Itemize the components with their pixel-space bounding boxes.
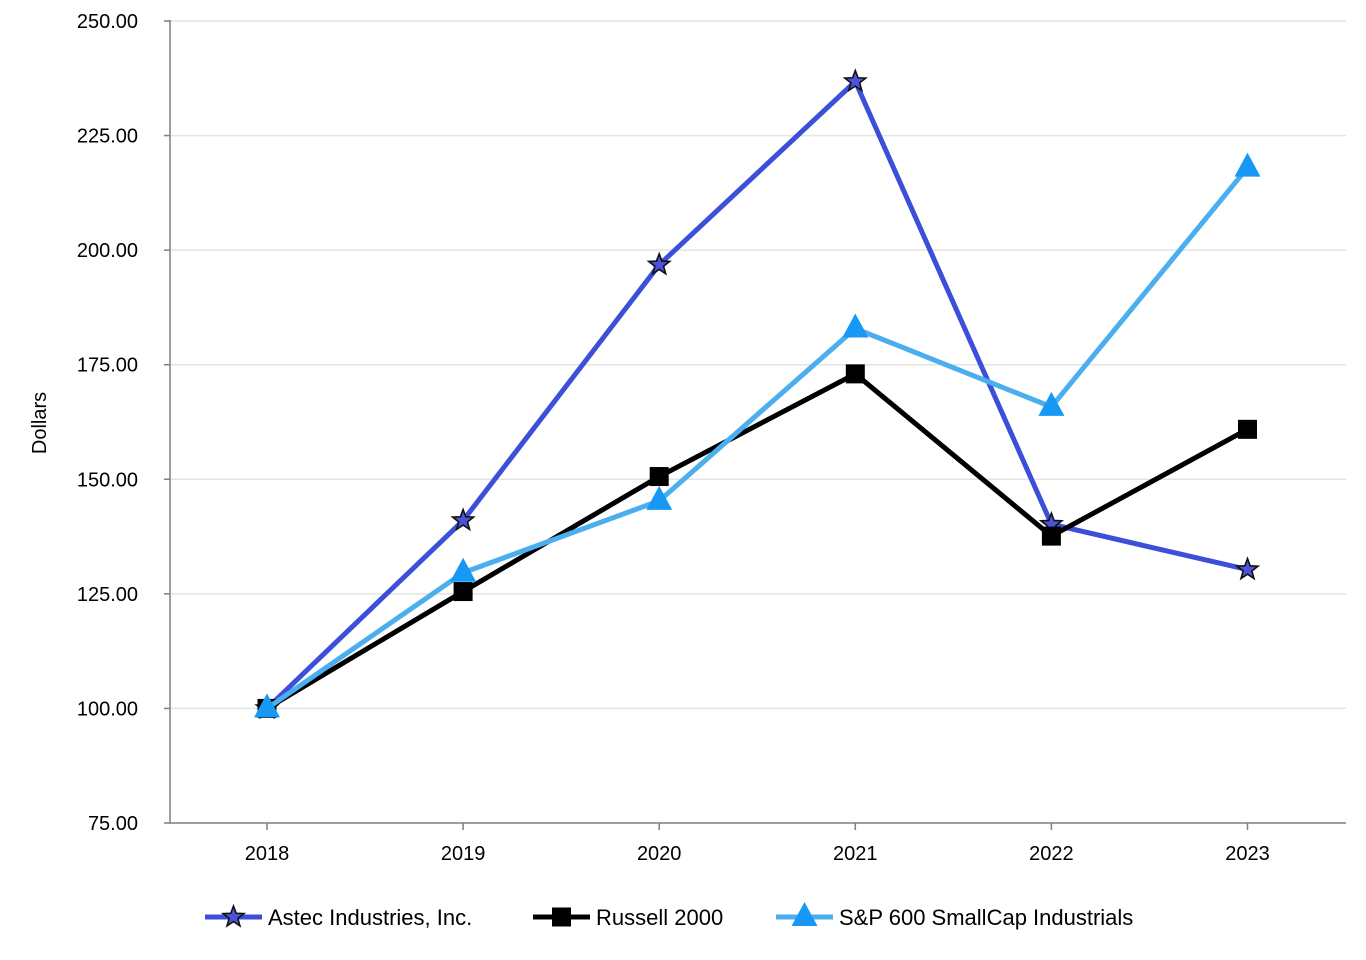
legend-label: Russell 2000 [596, 905, 723, 930]
data-point-2020 [646, 485, 673, 510]
series [254, 68, 1261, 720]
series-s-p-600-smallcap-industrials [254, 152, 1261, 718]
data-point-2022 [1041, 526, 1061, 546]
y-tick-label: 125.00 [77, 584, 138, 606]
y-tick-label: 250.00 [77, 11, 138, 33]
y-tick-labels: 75.00 100.00 125.00 150.00 175.00 200.00 225.0… [77, 11, 138, 835]
data-point-2019 [450, 557, 477, 582]
series-line [264, 371, 1250, 711]
legend-marker [552, 907, 571, 927]
x-tick-label: 2023 [1225, 843, 1270, 865]
legend-item-russell-2000: Russell 2000 [533, 905, 723, 930]
data-point-2020 [649, 467, 669, 487]
y-tick-label: 75.00 [88, 813, 138, 835]
axes [164, 20, 1346, 830]
legend-label: S&P 600 SmallCap Industrials [839, 905, 1133, 930]
legend-marker [791, 902, 818, 926]
legend: Astec Industries, Inc. Russell 2000 S&P 60… [205, 902, 1133, 930]
data-point-2021 [845, 364, 865, 384]
data-point-2023 [1234, 152, 1261, 177]
x-tick-label: 2022 [1029, 843, 1074, 865]
legend-marker [220, 903, 247, 928]
y-tick-label: 150.00 [77, 469, 138, 491]
series-russell-2000 [257, 364, 1257, 718]
data-point-2023 [1234, 556, 1261, 581]
data-point-2021 [842, 68, 868, 93]
x-tick-label: 2018 [245, 843, 290, 865]
y-axis-title: Dollars [29, 392, 51, 454]
y-tick-label: 175.00 [77, 355, 138, 377]
data-point-2019 [453, 582, 473, 602]
x-tick-labels: 2018 2019 2020 2021 2022 2023 [245, 843, 1270, 865]
grid-lines [170, 20, 1346, 710]
x-tick-label: 2021 [833, 843, 878, 865]
y-tick-label: 200.00 [77, 240, 138, 262]
x-tick-label: 2019 [441, 843, 486, 865]
data-point-2020 [646, 251, 672, 276]
data-point-2019 [450, 507, 476, 532]
legend-item-s-p-600-smallcap-industrials: S&P 600 SmallCap Industrials [776, 902, 1133, 930]
series-line [264, 165, 1250, 711]
x-tick-label: 2020 [637, 843, 682, 865]
series-line [264, 78, 1250, 711]
legend-item-astec-industries-inc: Astec Industries, Inc. [205, 903, 472, 930]
data-point-2021 [842, 313, 869, 338]
data-point-2018 [254, 693, 280, 718]
data-point-2022 [1038, 391, 1065, 416]
y-tick-label: 225.00 [77, 126, 138, 148]
data-point-2023 [1238, 419, 1257, 439]
legend-label: Astec Industries, Inc. [268, 905, 472, 930]
y-tick-label: 100.00 [77, 698, 138, 720]
series-astec-industries-inc [254, 68, 1261, 720]
